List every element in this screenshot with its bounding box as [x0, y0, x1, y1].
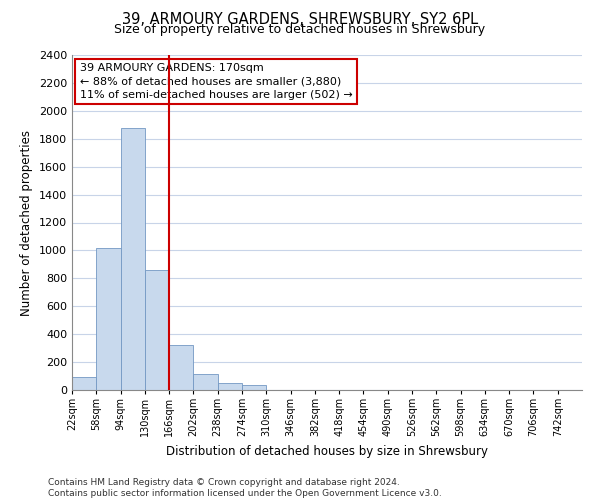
Text: Size of property relative to detached houses in Shrewsbury: Size of property relative to detached ho…: [115, 22, 485, 36]
Text: 39, ARMOURY GARDENS, SHREWSBURY, SY2 6PL: 39, ARMOURY GARDENS, SHREWSBURY, SY2 6PL: [122, 12, 478, 28]
Bar: [242, 385, 266, 390]
Text: 39 ARMOURY GARDENS: 170sqm
← 88% of detached houses are smaller (3,880)
11% of s: 39 ARMOURY GARDENS: 170sqm ← 88% of deta…: [80, 64, 352, 100]
Bar: [96, 248, 121, 390]
Bar: [121, 128, 145, 390]
Bar: [72, 378, 96, 390]
Bar: [218, 383, 242, 390]
Bar: [145, 270, 169, 390]
Bar: [169, 346, 193, 390]
X-axis label: Distribution of detached houses by size in Shrewsbury: Distribution of detached houses by size …: [166, 444, 488, 458]
Y-axis label: Number of detached properties: Number of detached properties: [20, 130, 34, 316]
Text: Contains HM Land Registry data © Crown copyright and database right 2024.
Contai: Contains HM Land Registry data © Crown c…: [48, 478, 442, 498]
Bar: [193, 374, 218, 390]
